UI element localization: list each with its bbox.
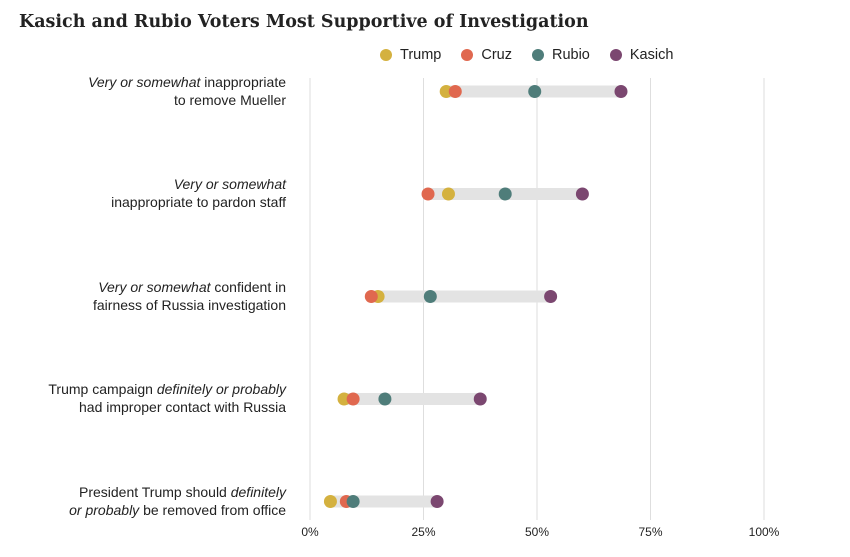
category-label: President Trump should definitely or prob…: [6, 483, 286, 519]
dot-trump: [337, 392, 351, 406]
category-label-part: Very or somewhat: [173, 176, 286, 192]
dot-kasich: [614, 85, 628, 98]
chart-title: Kasich and Rubio Voters Most Supportive …: [19, 12, 589, 32]
legend-swatch: [380, 49, 392, 61]
dot-rubio: [423, 290, 437, 303]
x-tick-label: 75%: [638, 525, 662, 539]
dot-kasich: [575, 187, 589, 201]
legend: Trump Cruz Rubio Kasich: [380, 47, 693, 63]
x-tick-label: 100%: [749, 525, 780, 539]
category-label-part: be removed from office: [139, 501, 286, 518]
legend-label: Trump: [400, 47, 442, 63]
category-label-part: definitely: [230, 483, 286, 500]
category-label: Very or somewhat inappropriate to remove …: [6, 73, 286, 109]
dot-trump: [439, 85, 453, 98]
legend-item-kasich: Kasich: [609, 47, 674, 63]
dot-trump: [323, 495, 337, 508]
dot-cruz: [346, 392, 360, 406]
category-label-part: inappropriate: [200, 73, 286, 90]
legend-item-rubio: Rubio: [531, 47, 590, 63]
category-label: Trump campaign definitely or probably had…: [6, 380, 286, 416]
legend-swatch: [461, 49, 474, 61]
legend-item-trump: Trump: [380, 47, 441, 63]
x-tick-label: 25%: [411, 525, 435, 539]
category-label-part: had improper contact with Russia: [79, 399, 286, 415]
category-label-part: fairness of Russia investigation: [93, 296, 286, 313]
category-label: Very or somewhat inappropriate to pardon …: [6, 175, 286, 211]
dot-rubio: [528, 85, 542, 98]
dot-cruz: [448, 85, 462, 98]
dot-rubio: [346, 495, 360, 508]
dot-kasich: [473, 392, 487, 406]
dot-cruz: [421, 187, 435, 201]
category-label-part: definitely or probably: [156, 381, 286, 397]
category-label-part: inappropriate to pardon staff: [111, 194, 286, 210]
category-label: Very or somewhat confident in fairness of…: [6, 278, 286, 314]
dot-trump: [441, 187, 455, 201]
legend-label: Rubio: [551, 47, 590, 63]
category-label-part: to remove Mueller: [173, 91, 286, 108]
dot-rubio: [378, 392, 392, 406]
category-label-part: President Trump should: [78, 483, 231, 500]
legend-swatch: [531, 49, 544, 61]
dot-cruz: [364, 290, 378, 303]
legend-label: Cruz: [481, 47, 512, 63]
legend-swatch: [609, 49, 622, 61]
dot-rubio: [498, 187, 512, 201]
x-tick-label: 50%: [525, 525, 549, 539]
x-tick-label: 0%: [301, 525, 319, 539]
category-label-part: or probably: [69, 501, 140, 518]
category-label-part: Very or somewhat: [98, 278, 211, 295]
legend-label: Kasich: [629, 47, 674, 63]
dot-kasich: [430, 495, 444, 508]
category-label-part: Very or somewhat: [88, 73, 201, 90]
category-label-part: Trump campaign: [48, 381, 157, 397]
category-label-part: confident in: [210, 278, 286, 295]
dot-kasich: [544, 290, 558, 303]
legend-item-cruz: Cruz: [461, 47, 512, 63]
